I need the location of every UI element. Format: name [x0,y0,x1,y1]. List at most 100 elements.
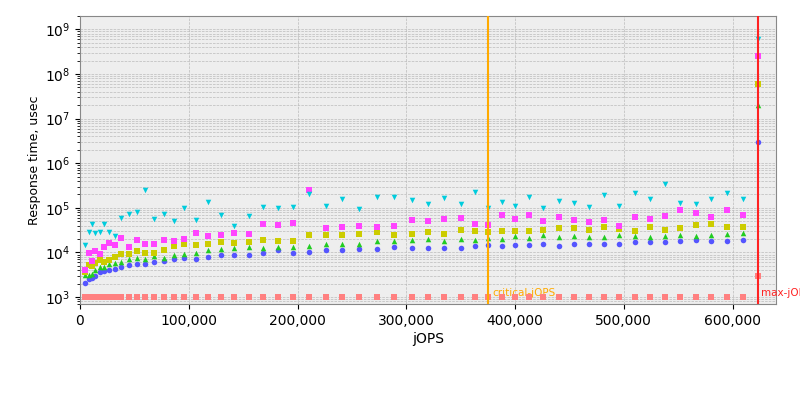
Point [721,207,734,214]
Point [228,245,241,252]
Point [406,237,418,243]
Point [167,294,180,300]
Point [468,188,481,195]
Point [190,242,202,248]
Point [522,228,535,234]
Point [628,239,641,245]
Point [388,223,401,229]
Point [422,201,434,207]
Point [689,233,702,239]
Point [93,256,106,263]
Point [721,294,734,300]
Point [613,232,626,239]
Point [79,294,92,300]
Point [613,294,626,300]
Point [139,241,152,248]
Point [537,232,550,239]
Point [228,240,241,246]
Point [438,231,450,237]
Point [522,294,535,300]
Point [79,242,92,248]
Point [658,213,671,220]
Point [82,250,95,256]
Point [139,261,152,267]
Point [103,240,116,246]
Point [509,215,522,222]
Point [158,294,170,300]
Point [689,222,702,228]
Point [271,204,284,211]
Point [103,267,116,273]
Point [552,234,565,241]
Point [303,248,316,255]
Point [122,244,135,250]
Point [388,238,401,244]
Point [122,250,135,257]
Point [643,216,656,222]
Point [109,294,122,300]
Point [130,237,143,244]
Point [537,241,550,247]
Point [537,205,550,211]
Point [567,200,580,206]
Point [721,190,734,196]
Point [89,259,102,266]
Point [370,229,383,236]
Point [79,268,92,275]
Point [303,243,316,249]
Point [482,242,494,248]
Point [370,245,383,252]
Point [353,294,366,300]
Point [388,244,401,250]
Point [103,256,116,263]
Point [271,294,284,300]
Text: max-jOP: max-jOP [761,288,800,298]
Point [704,196,717,202]
Point [353,206,366,212]
Point [689,200,702,207]
Point [704,221,717,228]
Point [115,258,128,265]
Point [167,252,180,258]
Point [582,294,595,300]
X-axis label: jOPS: jOPS [412,332,444,346]
Point [286,238,299,245]
Point [552,294,565,300]
Point [98,294,110,300]
Point [167,243,180,250]
Point [93,251,106,257]
Point [454,201,467,207]
Point [751,139,764,145]
Point [643,294,656,300]
Point [202,232,214,239]
Point [286,294,299,300]
Point [109,254,122,260]
Point [495,212,508,218]
Point [303,187,316,193]
Point [567,225,580,231]
Point [178,255,191,261]
Point [689,210,702,216]
Text: critical-jOPS: critical-jOPS [492,288,555,298]
Point [613,202,626,209]
Point [336,294,349,300]
Point [482,294,494,300]
Point [495,199,508,205]
Point [215,294,228,300]
Point [286,220,299,227]
Point [353,222,366,229]
Point [303,232,316,238]
Point [139,187,152,194]
Point [454,244,467,251]
Point [130,294,143,300]
Point [202,241,214,247]
Point [86,275,98,281]
Point [93,264,106,270]
Point [178,294,191,300]
Point [643,224,656,230]
Point [582,241,595,248]
Point [79,267,92,274]
Point [256,245,269,251]
Point [406,245,418,251]
Point [130,208,143,215]
